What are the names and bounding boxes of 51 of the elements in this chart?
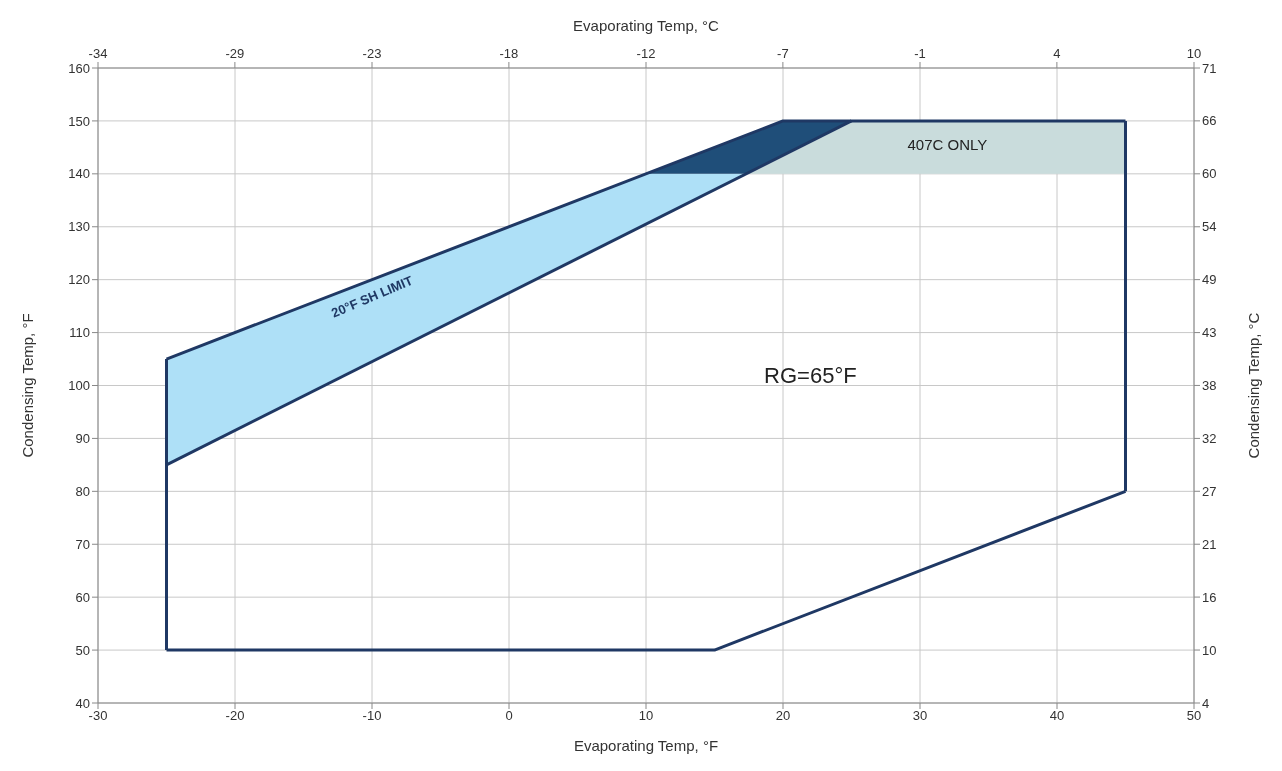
- x2-tick-label: -1: [914, 46, 926, 61]
- y2-tick-label: 32: [1202, 431, 1217, 447]
- y2-tick-label: 66: [1202, 113, 1217, 129]
- x-tick-label: -10: [362, 708, 382, 724]
- y2-tick-label: 27: [1202, 483, 1217, 499]
- x2-tick-label: -29: [225, 46, 245, 61]
- annotation: RG=65°F: [764, 363, 857, 389]
- y-tick-label: 140: [68, 166, 90, 182]
- y-tick-label: 40: [75, 695, 90, 711]
- x2-tick-label: 10: [1186, 46, 1202, 61]
- y2-axis-title: Condensing Temp, °C: [1245, 312, 1263, 459]
- y2-tick-label: 60: [1202, 166, 1217, 182]
- y2-tick-label: 54: [1202, 219, 1217, 235]
- x-tick-label: -20: [225, 708, 245, 724]
- x-tick-label: 0: [505, 708, 513, 724]
- x2-axis-title: Evaporating Temp, °C: [573, 16, 720, 34]
- y-tick-label: 80: [75, 483, 90, 499]
- y-tick-label: 110: [69, 325, 90, 341]
- y2-tick-label: 4: [1202, 695, 1210, 711]
- y2-tick-label: 38: [1202, 378, 1217, 394]
- y-axis-title: Condensing Temp, °F: [19, 313, 37, 458]
- x-tick-label: 20: [775, 708, 791, 724]
- y-tick-label: 160: [68, 60, 90, 76]
- x2-tick-label: -12: [636, 46, 656, 61]
- y-tick-label: 130: [68, 219, 90, 235]
- y-tick-label: 60: [75, 589, 90, 605]
- x-tick-label: 50: [1186, 708, 1202, 724]
- x-tick-label: -30: [88, 708, 108, 724]
- y2-tick-label: 16: [1202, 589, 1217, 605]
- x-tick-label: 30: [912, 708, 928, 724]
- annotation: 407C ONLY: [907, 135, 988, 153]
- y-tick-label: 90: [75, 431, 90, 447]
- x-tick-label: 10: [638, 708, 654, 724]
- y2-tick-label: 49: [1202, 272, 1217, 288]
- x2-tick-label: -23: [362, 46, 382, 61]
- x2-tick-label: 4: [1053, 46, 1061, 61]
- x-axis-title: Evaporating Temp, °F: [573, 737, 719, 754]
- y-tick-label: 100: [68, 378, 90, 394]
- x2-tick-label: -34: [88, 46, 108, 61]
- y2-tick-label: 21: [1202, 536, 1217, 552]
- y-tick-label: 150: [68, 113, 90, 129]
- y2-tick-label: 10: [1202, 642, 1217, 658]
- y2-tick-label: 71: [1202, 60, 1217, 76]
- y2-tick-label: 43: [1202, 325, 1217, 341]
- x2-tick-label: -7: [777, 46, 789, 61]
- y-tick-label: 70: [75, 536, 90, 552]
- annotation: 20°F SH LIMIT: [329, 272, 415, 321]
- x2-tick-label: -18: [499, 46, 519, 61]
- y-tick-label: 50: [75, 642, 90, 658]
- x-tick-label: 40: [1049, 708, 1065, 724]
- y-tick-label: 120: [68, 272, 90, 288]
